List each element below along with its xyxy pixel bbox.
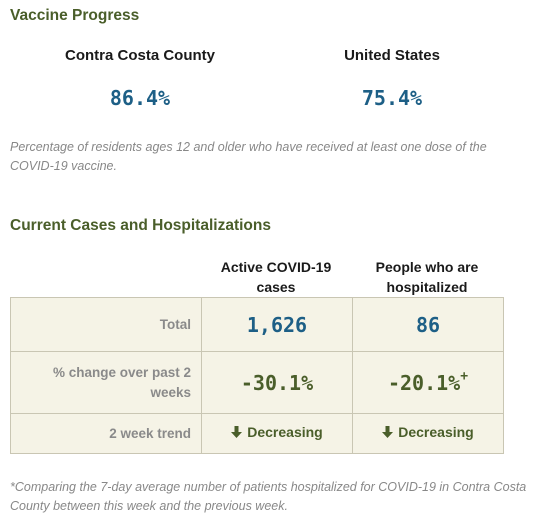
cases-table: Total 1,626 86 % change over past 2 week… bbox=[10, 297, 504, 454]
vaccine-note: Percentage of residents ages 12 and olde… bbox=[10, 140, 487, 173]
down-arrow-icon bbox=[382, 426, 394, 438]
change-active-cell: -30.1% bbox=[201, 351, 353, 414]
trend-hospitalized: Decreasing bbox=[382, 424, 474, 440]
county-vaccine-stat: Contra Costa County 86.4% bbox=[10, 47, 270, 110]
change-active-value: -30.1% bbox=[240, 370, 314, 395]
us-label: United States bbox=[344, 47, 440, 64]
column-header-hospitalized: People who are hospitalized bbox=[375, 259, 479, 295]
county-label: Contra Costa County bbox=[65, 47, 215, 64]
us-vaccine-stat: United States 75.4% bbox=[262, 47, 522, 110]
down-arrow-icon bbox=[231, 426, 243, 438]
cases-title: Current Cases and Hospitalizations bbox=[10, 217, 271, 234]
row-label-trend: 2 week trend bbox=[10, 413, 202, 454]
row-label-change: % change over past 2 weeks bbox=[10, 351, 202, 414]
total-active-value: 1,626 bbox=[246, 312, 308, 337]
change-hospitalized-value: -20.1% bbox=[387, 370, 461, 395]
total-active-cell: 1,626 bbox=[201, 297, 353, 352]
total-hospitalized-cell: 86 bbox=[352, 297, 504, 352]
us-vaccine-value: 75.4% bbox=[361, 86, 423, 110]
trend-active: Decreasing bbox=[231, 424, 323, 440]
table-row-total: Total 1,626 86 bbox=[10, 297, 504, 352]
trend-active-cell: Decreasing bbox=[201, 413, 353, 454]
column-header-active-cases: Active COVID-19 cases bbox=[220, 259, 332, 295]
county-vaccine-value: 86.4% bbox=[109, 86, 171, 110]
total-hospitalized-value: 86 bbox=[415, 312, 441, 337]
change-hospitalized-wrap: -20.1%+ bbox=[387, 368, 469, 395]
trend-hospitalized-cell: Decreasing bbox=[352, 413, 504, 454]
table-row-change: % change over past 2 weeks -30.1% -20.1%… bbox=[10, 351, 504, 414]
trend-active-label: Decreasing bbox=[247, 424, 323, 440]
table-row-trend: 2 week trend Decreasing Decreasing bbox=[10, 413, 504, 454]
change-hospitalized-cell: -20.1%+ bbox=[352, 351, 504, 414]
row-label-total: Total bbox=[10, 297, 202, 352]
footnote-marker: + bbox=[460, 368, 469, 384]
trend-hospitalized-label: Decreasing bbox=[398, 424, 474, 440]
vaccine-progress-title: Vaccine Progress bbox=[10, 7, 140, 24]
hospitalization-footnote: *Comparing the 7-day average number of p… bbox=[10, 480, 527, 513]
